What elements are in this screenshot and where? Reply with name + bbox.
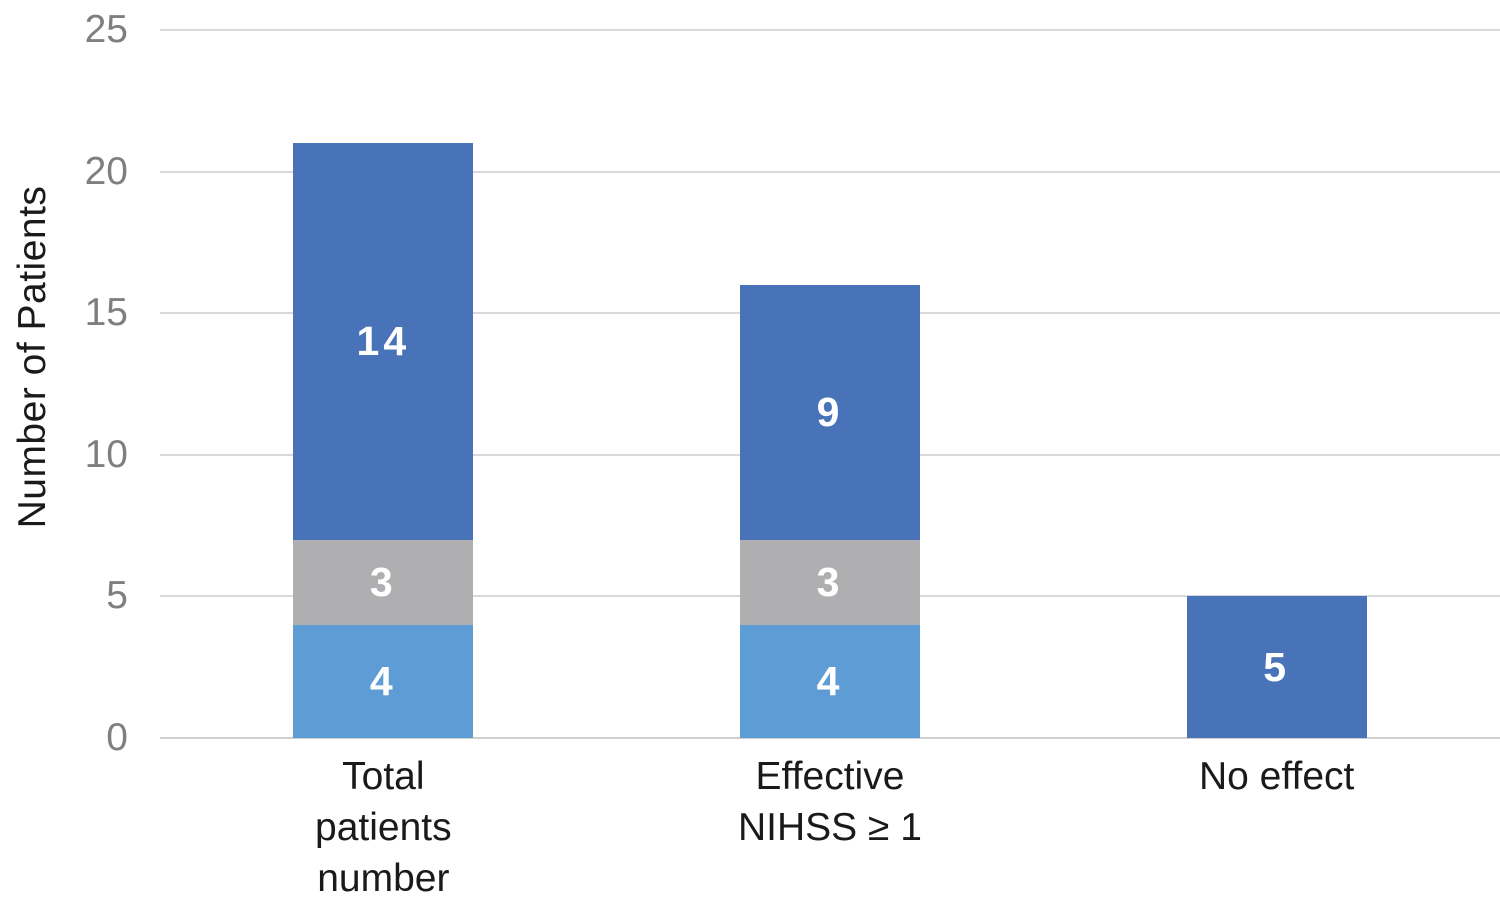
bar-segment-top-dark-blue: 5 <box>1186 596 1367 738</box>
category-label-line: Total <box>342 755 425 798</box>
y-tick-label: 20 <box>84 149 128 193</box>
category-label-line: No effect <box>1198 755 1355 798</box>
bar-data-label: 9 <box>816 388 844 435</box>
bar-segment-middle-gray: 3 <box>293 539 474 625</box>
category-label-line: number <box>317 857 450 900</box>
bar-segment-bottom-light-blue: 4 <box>293 624 474 738</box>
y-tick-label: 15 <box>84 291 128 335</box>
category-label-line: patients <box>315 806 452 849</box>
category-label-line: Effective <box>755 755 905 798</box>
bar-data-label: 14 <box>356 318 411 364</box>
axis-baseline <box>160 737 1500 739</box>
y-tick-label: 25 <box>84 8 128 51</box>
bar-segment-middle-gray: 3 <box>740 539 920 625</box>
category-label: Effective NIHSS ≥ 1 <box>607 751 1054 853</box>
bar-segment-top-dark-blue: 9 <box>740 284 920 540</box>
bar-data-label: 4 <box>369 657 397 704</box>
category-label: No effect <box>1053 751 1500 802</box>
bar-data-label: 3 <box>369 558 397 605</box>
gridline <box>160 29 1500 31</box>
y-tick-label: 5 <box>106 574 128 618</box>
bar-data-label: 5 <box>1263 643 1291 690</box>
category-label-line: NIHSS ≥ 1 <box>738 806 922 849</box>
y-tick-label: 0 <box>106 716 128 759</box>
bar-data-label: 3 <box>816 558 844 605</box>
bar-segment-top-dark-blue: 14 <box>293 143 474 540</box>
category-label: Total patients number <box>160 751 607 904</box>
bar-data-label: 4 <box>816 657 844 704</box>
y-tick-label: 10 <box>84 432 128 476</box>
bar-segment-bottom-light-blue: 4 <box>740 624 920 738</box>
gridline <box>160 170 1500 173</box>
